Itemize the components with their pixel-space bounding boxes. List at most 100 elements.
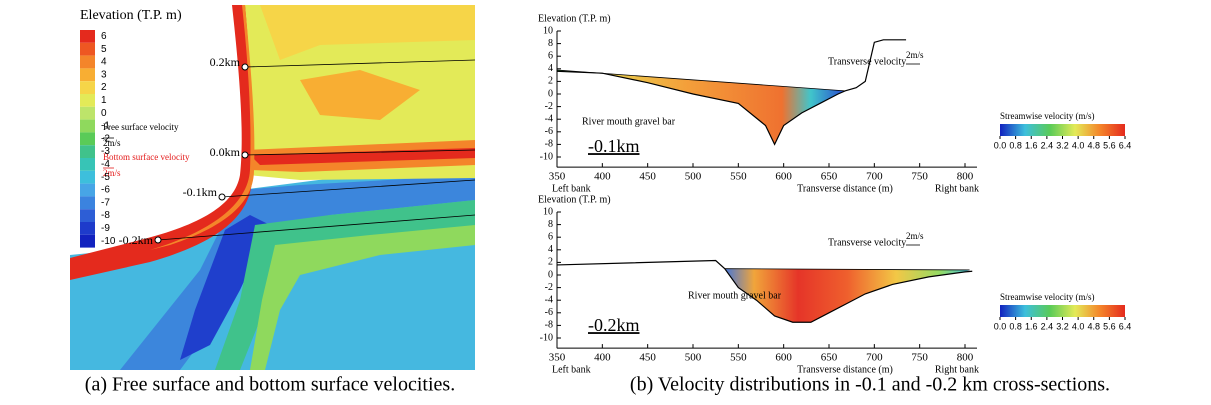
x-tick-label: 750	[911, 171, 928, 183]
colorbar-swatch	[80, 30, 95, 43]
y-tick-label: -10	[540, 151, 553, 162]
section-label: -0.2km	[588, 315, 640, 335]
map	[70, 5, 476, 370]
flow-region	[557, 70, 846, 145]
water-surface	[724, 268, 970, 271]
colorbar-tick-label: -2	[101, 133, 110, 144]
colorbar-tick-label: 5.6	[1103, 321, 1116, 331]
colorbar-swatch	[80, 183, 95, 197]
colorbar-tick-label: -1	[101, 121, 110, 132]
section-label: -0.1km	[183, 185, 218, 199]
colorbar-title: Streamwise velocity (m/s)	[1000, 292, 1094, 302]
y-tick-label: -4	[545, 294, 553, 305]
section-label: 0.0km	[210, 145, 241, 159]
colorbar-tick-label: 1.6	[1025, 321, 1038, 331]
colorbar-tick-label: 6.4	[1119, 321, 1132, 331]
colorbar-tick-label: 5.6	[1103, 140, 1116, 150]
y-tick-label: -2	[545, 282, 553, 293]
colorbar-tick-label: 4	[101, 57, 107, 68]
y-tick-label: 4	[548, 244, 553, 255]
y-tick-label: -6	[545, 126, 553, 137]
colorbar-tick-label: 1.6	[1025, 140, 1038, 150]
y-tick-label: 6	[548, 50, 553, 61]
colorbar-tick-label: 4.0	[1072, 321, 1085, 331]
right-bank-label: Right bank	[935, 183, 979, 194]
velocity-scale: 2m/s	[906, 231, 924, 241]
left-bank-label: Left bank	[552, 364, 591, 375]
x-tick-label: 750	[911, 352, 928, 364]
section-label: -0.2km	[119, 233, 154, 247]
colorbar-tick-label: -8	[101, 210, 110, 221]
colorbar-swatch	[80, 209, 95, 222]
colorbar-swatch	[80, 42, 95, 56]
colorbar-tick-label: -4	[101, 159, 110, 170]
x-tick-label: 350	[549, 352, 566, 364]
x-tick-label: 450	[639, 171, 656, 183]
caption: (a) Free surface and bottom surface velo…	[85, 374, 455, 396]
y-tick-label: 4	[548, 63, 553, 74]
colorbar-swatch	[80, 170, 95, 184]
colorbar-tick-label: 1	[101, 95, 107, 106]
colorbar-swatch	[80, 234, 95, 248]
colorbar-tick-label: -6	[101, 185, 110, 196]
colorbar-tick-label: -10	[101, 236, 116, 247]
colorbar-title: Streamwise velocity (m/s)	[1000, 111, 1094, 121]
x-tick-label: 500	[685, 171, 702, 183]
colorbar-tick-label: 2.4	[1041, 140, 1054, 150]
x-tick-label: 600	[775, 352, 792, 364]
left-bank-label: Left bank	[552, 183, 591, 194]
colorbar-swatch	[80, 222, 95, 235]
colorbar-tick-label: 0.0	[994, 321, 1007, 331]
colorbar-swatch	[80, 81, 95, 94]
y-tick-label: 0	[548, 269, 553, 280]
x-tick-label: 550	[730, 171, 747, 183]
y-tick-label: -6	[545, 307, 553, 318]
flow-region	[724, 268, 970, 323]
y-tick-label: 2	[548, 76, 553, 87]
x-tick-label: 550	[730, 352, 747, 364]
y-tick-label: 8	[548, 38, 553, 49]
colorbar-swatch	[80, 145, 95, 158]
x-tick-label: 500	[685, 352, 702, 364]
x-tick-label: 700	[866, 352, 883, 364]
colorbar-tick-label: 4.8	[1087, 140, 1100, 150]
legend-label: Free surface velocity	[103, 122, 179, 132]
colorbar-tick-label: 2	[101, 82, 107, 93]
y-axis-label: Elevation (T.P. m)	[538, 13, 611, 24]
legend-scale: 2m/s	[103, 168, 121, 178]
y-tick-label: -2	[545, 101, 553, 112]
y-tick-label: 10	[543, 206, 553, 217]
legend-label: Bottom surface velocity	[103, 152, 190, 162]
colorbar-swatch	[80, 94, 95, 107]
colorbar-tick-label: 3	[101, 69, 107, 80]
x-tick-label: 700	[866, 171, 883, 183]
colorbar-tick-label: -7	[101, 197, 110, 208]
colorbar-swatch	[80, 106, 95, 120]
colorbar-swatch	[80, 55, 95, 69]
colorbar-tick-label: 0.0	[994, 140, 1007, 150]
colorbar-swatch	[80, 68, 95, 82]
colorbar-tick-label: 0	[101, 108, 107, 119]
section-label: 0.2km	[210, 55, 241, 69]
velocity-label: Transverse velocity	[828, 56, 906, 67]
x-tick-label: 650	[821, 171, 838, 183]
section-label: -0.1km	[588, 136, 640, 156]
y-tick-label: 0	[548, 88, 553, 99]
colorbar-tick-label: 0.8	[1009, 321, 1022, 331]
colorbar-swatch	[80, 158, 95, 171]
colorbar-tick-label: 4.0	[1072, 140, 1085, 150]
colorbar-tick-label: 3.2	[1056, 140, 1069, 150]
x-tick-label: 450	[639, 352, 656, 364]
y-tick-label: -10	[540, 332, 553, 343]
right-bank-label: Right bank	[935, 364, 979, 375]
colorbar-swatch	[80, 196, 95, 210]
annotation: River mouth gravel bar	[688, 290, 782, 301]
colorbar-tick-label: 0.8	[1009, 140, 1022, 150]
colorbar-tick-label: -5	[101, 172, 110, 183]
colorbar-tick-label: 6.4	[1119, 140, 1132, 150]
x-tick-label: 350	[549, 171, 566, 183]
colorbar-tick-label: 6	[101, 31, 107, 42]
